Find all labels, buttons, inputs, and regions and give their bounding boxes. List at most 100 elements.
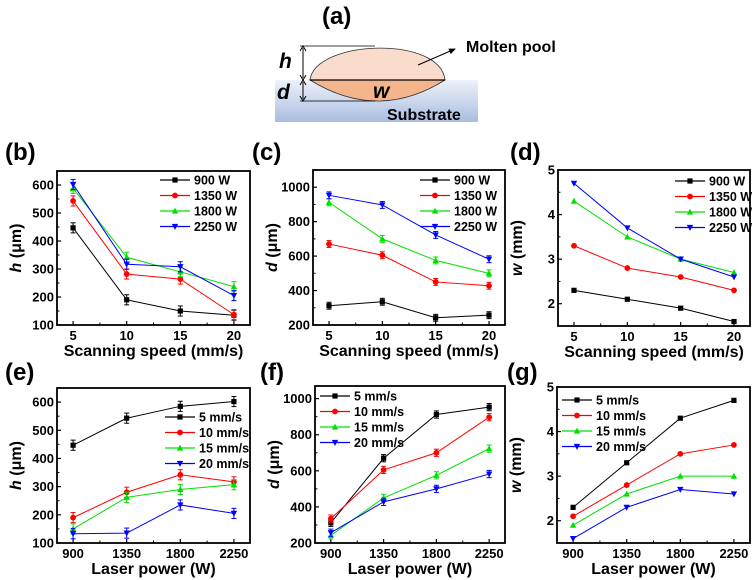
data-point xyxy=(69,531,77,538)
y-axis-label: d (μm) xyxy=(264,223,281,272)
y-tick-label: 200 xyxy=(32,290,54,305)
legend-label: 900 W xyxy=(454,174,490,188)
data-point xyxy=(677,450,684,457)
series-1800-w xyxy=(325,198,493,278)
series-5-mm-s xyxy=(570,397,737,510)
molten-pool-pointer xyxy=(417,48,456,66)
data-point xyxy=(731,287,737,294)
legend-marker xyxy=(574,412,580,419)
legend-label: 1800 W xyxy=(194,205,237,219)
series-line xyxy=(73,504,234,535)
data-point xyxy=(326,241,332,247)
series-1350-w xyxy=(326,240,492,290)
x-tick-label: 2250 xyxy=(219,546,248,561)
data-point xyxy=(570,513,576,520)
y-axis-symbol: d xyxy=(264,261,281,272)
series-line xyxy=(72,184,235,297)
legend-marker xyxy=(573,443,581,450)
y-tick-label: 300 xyxy=(32,479,54,494)
data-point xyxy=(731,397,737,403)
legend-marker xyxy=(686,224,694,231)
data-point xyxy=(380,494,387,501)
y-tick-label: 4 xyxy=(547,424,555,439)
series-line xyxy=(330,416,490,520)
y-axis-unit: (μm) xyxy=(8,224,25,263)
legend-marker xyxy=(177,414,183,420)
y-axis-unit: (mm) xyxy=(508,437,525,481)
legend-label: 1350 W xyxy=(454,189,497,203)
x-tick-label: 1350 xyxy=(369,546,398,561)
data-point xyxy=(677,472,684,479)
data-point xyxy=(730,269,738,276)
x-tick-label: 20 xyxy=(727,329,741,344)
panel-label: (g) xyxy=(507,359,538,386)
legend-label: 1350 W xyxy=(709,190,752,204)
data-point xyxy=(677,415,683,421)
x-tick-label: 1800 xyxy=(422,546,451,561)
legend-label: 5 mm/s xyxy=(354,390,397,404)
x-axis-label: Scanning speed (mm/s) xyxy=(319,343,499,360)
data-point xyxy=(570,197,578,204)
y-tick-label: 200 xyxy=(32,507,54,522)
series-1350-w xyxy=(571,242,737,294)
legend-label: 1800 W xyxy=(709,206,752,220)
chart-panel-g: (g) 900 1350 1800 2250 2 3 4 5 Laser power (W) w (… xyxy=(507,359,751,578)
data-point xyxy=(569,521,577,528)
y-tick-label: 400 xyxy=(32,451,54,466)
data-point xyxy=(124,415,130,421)
data-point xyxy=(123,253,130,260)
y-tick-label: 100 xyxy=(32,536,54,551)
data-point xyxy=(731,442,737,448)
h-label: h xyxy=(279,50,292,73)
legend-marker xyxy=(431,207,439,214)
data-point xyxy=(177,403,183,409)
y-tick-label: 400 xyxy=(32,234,54,249)
legend: 5 mm/s10 mm/s 15 mm/s20 mm/s xyxy=(562,394,646,454)
legend-marker xyxy=(687,193,693,200)
series-line xyxy=(72,484,234,530)
legend-marker xyxy=(432,177,438,183)
y-tick-label: 2 xyxy=(548,296,555,311)
x-tick-label: 900 xyxy=(62,546,84,561)
data-point xyxy=(177,276,184,282)
x-axis-label: Laser power (W) xyxy=(91,561,215,578)
legend: 5 mm/s10 mm/s 15 mm/s20 mm/s xyxy=(165,411,249,471)
y-tick-label: 4 xyxy=(548,207,556,222)
data-point xyxy=(230,481,238,488)
x-tick-label: 10 xyxy=(620,329,634,344)
x-tick-label: 2250 xyxy=(719,546,748,561)
x-tick-label: 5 xyxy=(69,328,76,343)
data-point xyxy=(379,299,385,305)
y-axis-unit: (μm) xyxy=(264,223,281,262)
y-axis-label: w (mm) xyxy=(508,437,525,493)
y-axis-label: h (μm) xyxy=(8,224,25,273)
series-10-mm-s xyxy=(327,413,493,523)
y-tick-label: 800 xyxy=(290,427,312,442)
y-axis-label: h (μm) xyxy=(8,441,25,490)
legend-label: 20 mm/s xyxy=(354,436,404,450)
series-5-mm-s xyxy=(328,403,492,527)
data-point xyxy=(70,198,76,204)
data-point xyxy=(623,490,630,497)
x-tick-label: 15 xyxy=(428,328,442,343)
x-tick-label: 5 xyxy=(325,328,332,343)
y-tick-label: 500 xyxy=(32,423,54,438)
panel-label: (f) xyxy=(260,359,284,386)
data-point xyxy=(328,520,334,526)
series-900-w xyxy=(326,297,492,322)
series-line xyxy=(330,448,490,536)
series-line xyxy=(72,401,234,446)
data-point xyxy=(70,442,76,448)
data-point xyxy=(230,293,238,299)
legend-marker xyxy=(172,177,178,183)
pool-lower-half xyxy=(308,79,447,102)
w-label: w xyxy=(373,80,391,103)
x-tick-label: 15 xyxy=(173,328,187,343)
data-point xyxy=(486,312,492,318)
series-line xyxy=(572,475,734,526)
data-point xyxy=(379,202,386,209)
y-tick-label: 400 xyxy=(288,283,310,298)
data-point xyxy=(379,252,386,259)
series-10-mm-s xyxy=(570,442,737,520)
